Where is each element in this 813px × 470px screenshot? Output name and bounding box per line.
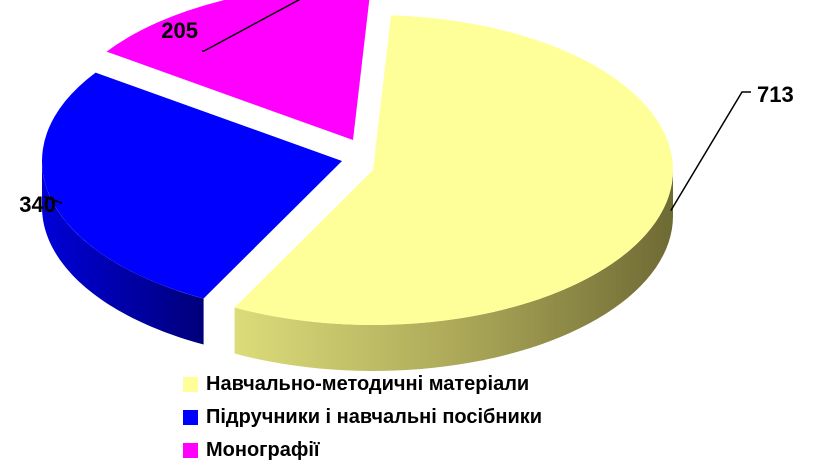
legend: Навчально-методичні матеріали Підручники…: [183, 368, 542, 467]
leader-line: [670, 91, 751, 211]
slice-teaching-materials-side: [234, 170, 673, 371]
legend-label: Підручники і навчальні посібники: [206, 406, 543, 428]
legend-swatch: [183, 443, 198, 458]
leader-line: [202, 0, 301, 52]
legend-label: Монографії: [206, 439, 320, 461]
slice-teaching-materials: [234, 15, 673, 326]
leader-line: [43, 195, 63, 204]
legend-swatch: [183, 377, 198, 392]
slice-monographs: [106, 0, 370, 140]
legend-item-teaching-materials: Навчально-методичні матеріали: [183, 368, 542, 401]
data-label: 205: [161, 18, 198, 43]
data-label: 713: [757, 82, 794, 107]
legend-swatch: [183, 410, 198, 425]
legend-item-monographs: Монографії: [183, 434, 542, 467]
legend-label: Навчально-методичні матеріали: [206, 373, 530, 395]
data-label: 340: [19, 192, 56, 217]
slice-textbooks-side: [42, 161, 204, 345]
legend-item-textbooks: Підручники і навчальні посібники: [183, 401, 542, 434]
slice-textbooks: [42, 72, 343, 299]
